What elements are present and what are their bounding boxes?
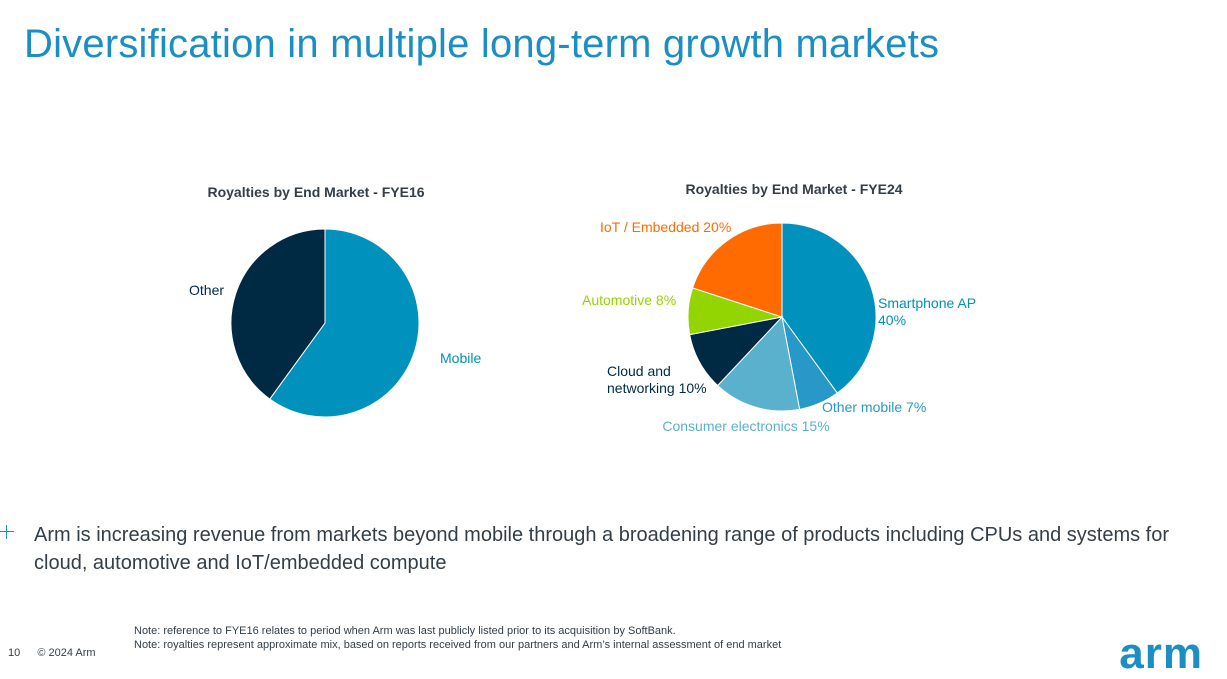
footnotes: Note: reference to FYE16 relates to peri… — [134, 624, 781, 652]
page-number: 10 — [8, 647, 21, 659]
pie-label-other-mobile: Other mobile 7% — [822, 399, 927, 415]
crosshair-bullet-icon — [0, 525, 14, 539]
chart-title-fye16: Royalties by End Market - FYE16 — [207, 184, 425, 200]
pie-label-cloud-networking: Cloud and networking 10% — [607, 363, 707, 396]
pie-slice-mobile — [269, 228, 420, 418]
pie-label-iot-embedded: IoT / Embedded 20% — [600, 219, 732, 235]
pie-chart-fye16 — [230, 228, 420, 418]
pie-chart-fye24 — [687, 222, 877, 412]
pie-slice-consumer-electronics — [716, 315, 801, 412]
bullet-text: Arm is increasing revenue from markets b… — [34, 524, 1170, 574]
pie-slice-smartphone-ap — [781, 222, 877, 394]
pie-label-smartphone-ap: Smartphone AP 40% — [878, 295, 976, 328]
pie-label-consumer-electronics: Consumer electronics 15% — [662, 418, 830, 434]
pie-label-automotive: Automotive 8% — [582, 292, 677, 308]
pie-label-other: Other — [189, 282, 225, 298]
pie-slice-other — [230, 228, 326, 400]
footer: 10 © 2024 Arm — [8, 647, 96, 659]
chart-title-fye24: Royalties by End Market - FYE24 — [685, 181, 903, 197]
arm-logo: arm — [1119, 629, 1203, 678]
slide-title: Diversification in multiple long-term gr… — [24, 22, 940, 66]
pie-label-mobile: Mobile — [440, 350, 482, 366]
footnote-2: Note: royalties represent approximate mi… — [134, 639, 782, 651]
copyright: © 2024 Arm — [37, 647, 96, 659]
footnote-1: Note: reference to FYE16 relates to peri… — [134, 625, 676, 637]
pie-slice-iot-embedded — [691, 222, 783, 318]
